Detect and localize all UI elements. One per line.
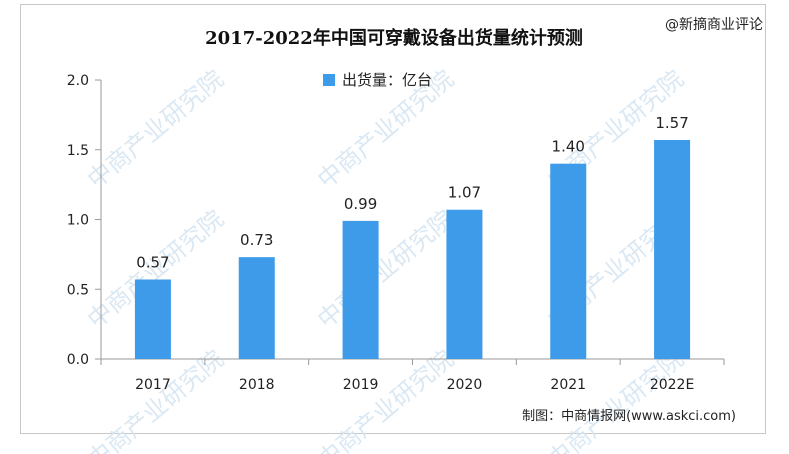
bar-value-label: 0.73 [240, 231, 273, 249]
bar-value-label: 1.57 [655, 114, 688, 132]
chart-title: 2017-2022年中国可穿戴设备出货量统计预测 [205, 27, 583, 49]
y-tick-label: 2.0 [67, 73, 89, 89]
x-tick-label: 2020 [447, 377, 483, 393]
bar-2018 [238, 257, 275, 359]
corner-watermark: @新摘商业评论 [665, 17, 763, 33]
x-tick-label: 2018 [239, 377, 275, 393]
bar-labels: 0.57 0.73 0.99 1.07 1.40 1.57 [136, 114, 689, 271]
bar-2017 [134, 279, 171, 359]
bar-2021 [550, 163, 587, 359]
y-axis: 0.0 0.5 1.0 1.5 2.0 [67, 73, 102, 368]
legend-swatch [323, 74, 335, 86]
y-tick-label: 1.5 [67, 143, 89, 159]
y-tick-label: 1.0 [67, 213, 89, 229]
bar-2020 [446, 209, 483, 359]
x-tick-labels: 2017 2018 2019 2020 2021 2022E [135, 377, 694, 393]
x-axis [100, 358, 725, 365]
bar-value-label: 1.40 [552, 138, 585, 156]
y-tick-label: 0.0 [67, 352, 89, 368]
x-tick-label: 2017 [135, 377, 171, 393]
bar-value-label: 1.07 [448, 184, 481, 202]
bar-value-label: 0.57 [136, 253, 169, 271]
chart-frame [20, 4, 766, 434]
bar-2022E [654, 139, 691, 359]
legend-label: 出货量：亿台 [342, 71, 432, 89]
bar-2019 [342, 220, 379, 359]
bar-value-label: 0.99 [344, 195, 377, 213]
source-note: 制图：中商情报网(www.askci.com) [522, 409, 736, 424]
x-tick-label: 2022E [650, 377, 694, 393]
bars [134, 139, 691, 359]
x-tick-label: 2019 [343, 377, 379, 393]
y-tick-label: 0.5 [67, 282, 89, 298]
legend: 出货量：亿台 [323, 71, 432, 89]
x-tick-label: 2021 [550, 377, 586, 393]
